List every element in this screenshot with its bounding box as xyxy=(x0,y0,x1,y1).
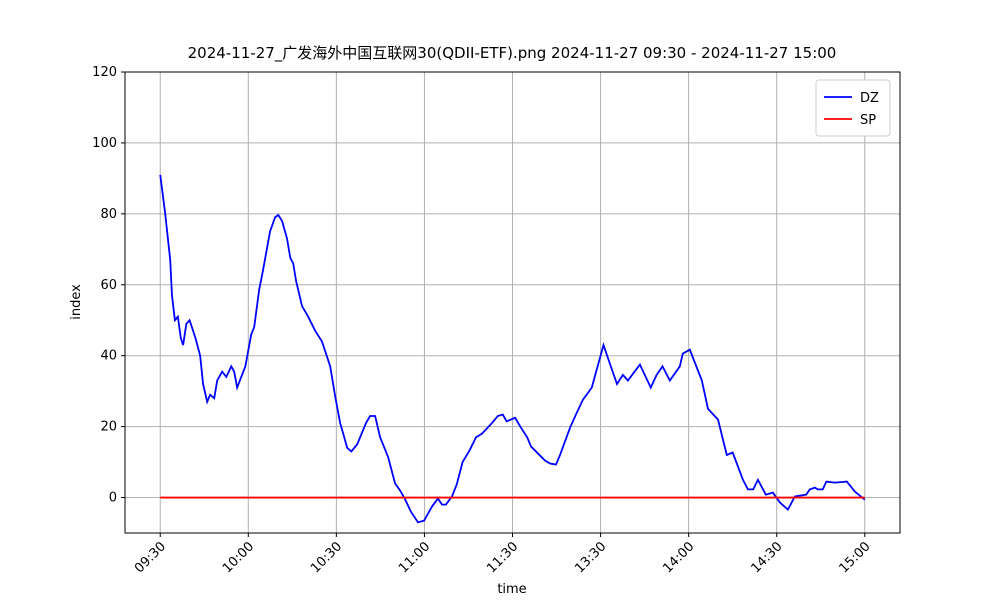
plot-frame xyxy=(124,71,901,534)
chart-title: 2024-11-27_广发海外中国互联网30(QDII-ETF).png 202… xyxy=(188,44,837,63)
series-line xyxy=(159,174,866,524)
y-tick-label: 120 xyxy=(92,65,117,80)
legend-box xyxy=(815,79,891,137)
y-tick-label: 20 xyxy=(100,420,117,435)
y-tick-label: 80 xyxy=(100,207,117,222)
legend-label: DZ xyxy=(860,91,879,106)
y-tick-label: 40 xyxy=(100,349,117,364)
legend-label: SP xyxy=(860,113,876,128)
x-axis-label: time xyxy=(497,582,526,597)
y-tick-label: 100 xyxy=(92,136,117,151)
y-axis-label: index xyxy=(69,284,84,320)
y-tick-label: 60 xyxy=(100,278,117,293)
y-tick-label: 0 xyxy=(109,491,117,506)
